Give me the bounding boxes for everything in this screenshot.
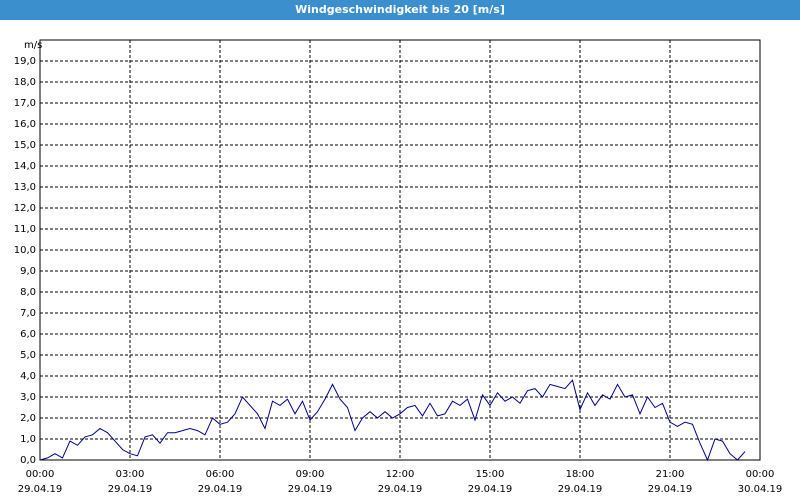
- x-tick-label: 03:00: [116, 469, 145, 480]
- y-tick-label: 9,0: [20, 266, 36, 277]
- x-tick-date: 29.04.19: [378, 484, 423, 495]
- data-line: [39, 379, 746, 462]
- chart-title: Windgeschwindigkeit bis 20 [m/s]: [295, 3, 505, 16]
- x-tick-label: 15:00: [476, 469, 505, 480]
- y-tick-label: 8,0: [20, 287, 36, 298]
- y-tick-label: 1,0: [20, 434, 36, 445]
- x-tick-label: 09:00: [296, 469, 325, 480]
- y-tick-label: 16,0: [14, 119, 36, 130]
- y-tick-label: 4,0: [20, 371, 36, 382]
- y-tick-label: 13,0: [14, 182, 36, 193]
- x-tick-date: 29.04.19: [648, 484, 693, 495]
- x-tick-date: 29.04.19: [288, 484, 333, 495]
- x-tick-date: 29.04.19: [468, 484, 513, 495]
- y-tick-label: 6,0: [20, 329, 36, 340]
- x-tick-date: 29.04.19: [198, 484, 243, 495]
- x-tick-label: 12:00: [386, 469, 415, 480]
- y-tick-label: 14,0: [14, 161, 36, 172]
- x-tick-date: 30.04.19: [738, 484, 783, 495]
- y-tick-label: 7,0: [20, 308, 36, 319]
- y-tick-label: 11,0: [14, 224, 36, 235]
- x-tick-label: 18:00: [566, 469, 595, 480]
- x-tick-label: 00:00: [26, 469, 55, 480]
- y-tick-label: 18,0: [14, 77, 36, 88]
- plot-border: [39, 39, 761, 461]
- y-tick-label: 3,0: [20, 392, 36, 403]
- y-tick-label: 5,0: [20, 350, 36, 361]
- x-tick-date: 29.04.19: [108, 484, 153, 495]
- x-tick-label: 06:00: [206, 469, 235, 480]
- y-tick-label: 15,0: [14, 140, 36, 151]
- x-tick-date: 29.04.19: [18, 484, 63, 495]
- y-axis-label: m/s: [24, 40, 42, 51]
- x-tick-label: 21:00: [656, 469, 685, 480]
- y-tick-label: 0,0: [20, 455, 36, 466]
- y-tick-label: 12,0: [14, 203, 36, 214]
- y-tick-label: 10,0: [14, 245, 36, 256]
- x-tick-label: 00:00: [746, 469, 775, 480]
- title-bar: [0, 0, 800, 20]
- y-tick-label: 2,0: [20, 413, 36, 424]
- y-tick-label: 17,0: [14, 98, 36, 109]
- y-tick-label: 19,0: [14, 56, 36, 67]
- x-tick-date: 29.04.19: [558, 484, 603, 495]
